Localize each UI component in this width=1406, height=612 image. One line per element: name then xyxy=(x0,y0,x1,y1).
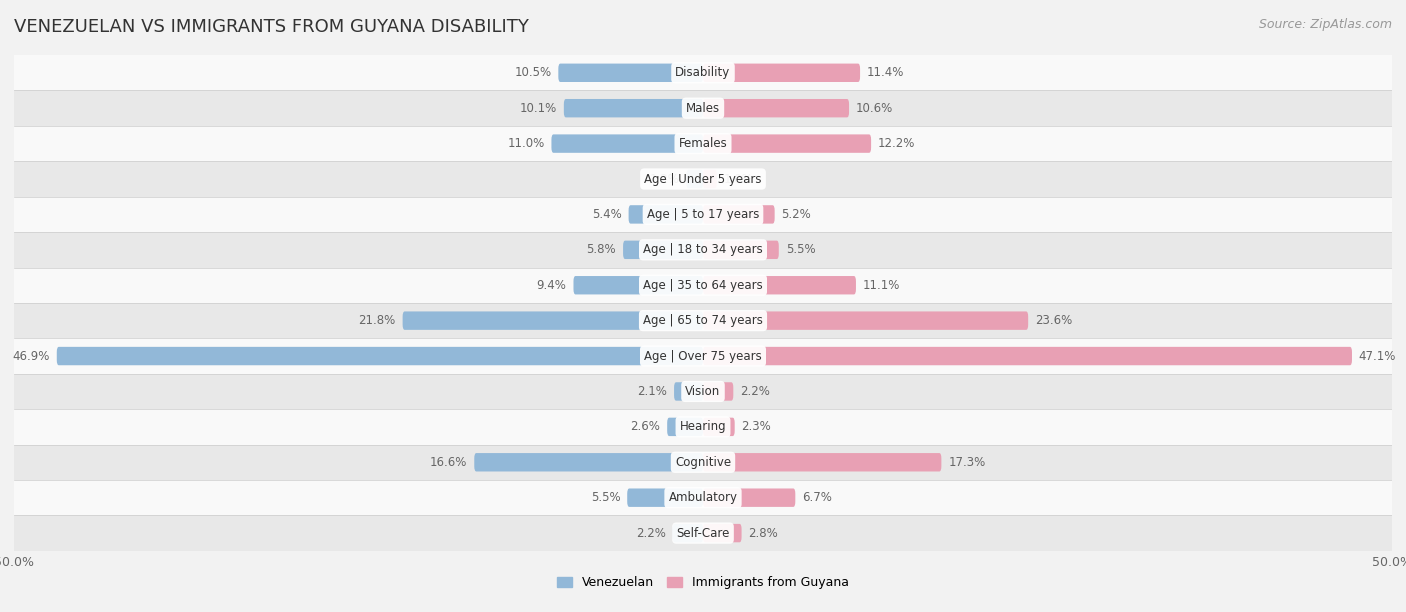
Text: Males: Males xyxy=(686,102,720,114)
Text: 2.2%: 2.2% xyxy=(740,385,770,398)
Bar xyxy=(14,338,1392,374)
Text: 5.5%: 5.5% xyxy=(786,244,815,256)
FancyBboxPatch shape xyxy=(703,135,872,153)
Bar xyxy=(14,303,1392,338)
Text: Age | 65 to 74 years: Age | 65 to 74 years xyxy=(643,314,763,327)
FancyBboxPatch shape xyxy=(558,64,703,82)
Text: 2.2%: 2.2% xyxy=(636,526,666,540)
FancyBboxPatch shape xyxy=(703,453,942,471)
Text: Self-Care: Self-Care xyxy=(676,526,730,540)
Bar xyxy=(14,232,1392,267)
FancyBboxPatch shape xyxy=(564,99,703,118)
Text: 2.6%: 2.6% xyxy=(630,420,661,433)
Text: Ambulatory: Ambulatory xyxy=(668,491,738,504)
Text: Age | 5 to 17 years: Age | 5 to 17 years xyxy=(647,208,759,221)
FancyBboxPatch shape xyxy=(628,205,703,223)
Bar xyxy=(14,267,1392,303)
Text: Hearing: Hearing xyxy=(679,420,727,433)
Bar xyxy=(14,444,1392,480)
Bar xyxy=(14,55,1392,91)
Text: 9.4%: 9.4% xyxy=(537,278,567,292)
Bar xyxy=(14,126,1392,162)
FancyBboxPatch shape xyxy=(703,64,860,82)
Bar xyxy=(14,409,1392,444)
Text: Source: ZipAtlas.com: Source: ZipAtlas.com xyxy=(1258,18,1392,31)
Text: 2.3%: 2.3% xyxy=(741,420,772,433)
Text: 5.5%: 5.5% xyxy=(591,491,620,504)
Text: Age | Under 5 years: Age | Under 5 years xyxy=(644,173,762,185)
Bar xyxy=(14,515,1392,551)
Bar xyxy=(14,196,1392,232)
FancyBboxPatch shape xyxy=(703,241,779,259)
FancyBboxPatch shape xyxy=(672,524,703,542)
Text: 2.8%: 2.8% xyxy=(748,526,778,540)
Text: Age | Over 75 years: Age | Over 75 years xyxy=(644,349,762,362)
Text: 11.0%: 11.0% xyxy=(508,137,544,150)
Bar xyxy=(14,91,1392,126)
FancyBboxPatch shape xyxy=(703,488,796,507)
FancyBboxPatch shape xyxy=(402,312,703,330)
Text: 10.6%: 10.6% xyxy=(856,102,893,114)
FancyBboxPatch shape xyxy=(574,276,703,294)
FancyBboxPatch shape xyxy=(703,524,741,542)
Text: VENEZUELAN VS IMMIGRANTS FROM GUYANA DISABILITY: VENEZUELAN VS IMMIGRANTS FROM GUYANA DIS… xyxy=(14,18,529,36)
FancyBboxPatch shape xyxy=(703,417,735,436)
FancyBboxPatch shape xyxy=(474,453,703,471)
Text: 47.1%: 47.1% xyxy=(1358,349,1396,362)
FancyBboxPatch shape xyxy=(686,170,703,188)
Text: 46.9%: 46.9% xyxy=(13,349,49,362)
Bar xyxy=(14,162,1392,196)
Text: 21.8%: 21.8% xyxy=(359,314,395,327)
Text: Vision: Vision xyxy=(685,385,721,398)
Text: 17.3%: 17.3% xyxy=(948,456,986,469)
Text: 6.7%: 6.7% xyxy=(803,491,832,504)
FancyBboxPatch shape xyxy=(627,488,703,507)
FancyBboxPatch shape xyxy=(703,312,1028,330)
FancyBboxPatch shape xyxy=(703,382,734,401)
Text: 12.2%: 12.2% xyxy=(877,137,915,150)
Text: 11.1%: 11.1% xyxy=(863,278,900,292)
FancyBboxPatch shape xyxy=(673,382,703,401)
FancyBboxPatch shape xyxy=(703,276,856,294)
Text: 5.4%: 5.4% xyxy=(592,208,621,221)
Text: Disability: Disability xyxy=(675,66,731,80)
Text: 5.2%: 5.2% xyxy=(782,208,811,221)
Text: Age | 18 to 34 years: Age | 18 to 34 years xyxy=(643,244,763,256)
FancyBboxPatch shape xyxy=(703,347,1353,365)
Text: 1.2%: 1.2% xyxy=(650,173,679,185)
Text: 23.6%: 23.6% xyxy=(1035,314,1073,327)
Text: Cognitive: Cognitive xyxy=(675,456,731,469)
FancyBboxPatch shape xyxy=(551,135,703,153)
Text: 5.8%: 5.8% xyxy=(586,244,616,256)
Text: Age | 35 to 64 years: Age | 35 to 64 years xyxy=(643,278,763,292)
Text: 11.4%: 11.4% xyxy=(868,66,904,80)
FancyBboxPatch shape xyxy=(623,241,703,259)
Text: 10.1%: 10.1% xyxy=(520,102,557,114)
Text: 2.1%: 2.1% xyxy=(637,385,668,398)
FancyBboxPatch shape xyxy=(703,205,775,223)
Text: 1.0%: 1.0% xyxy=(724,173,754,185)
Text: Females: Females xyxy=(679,137,727,150)
FancyBboxPatch shape xyxy=(668,417,703,436)
Text: 10.5%: 10.5% xyxy=(515,66,551,80)
Legend: Venezuelan, Immigrants from Guyana: Venezuelan, Immigrants from Guyana xyxy=(553,571,853,594)
FancyBboxPatch shape xyxy=(703,99,849,118)
Bar xyxy=(14,374,1392,409)
FancyBboxPatch shape xyxy=(56,347,703,365)
FancyBboxPatch shape xyxy=(703,170,717,188)
Text: 16.6%: 16.6% xyxy=(430,456,467,469)
Bar xyxy=(14,480,1392,515)
